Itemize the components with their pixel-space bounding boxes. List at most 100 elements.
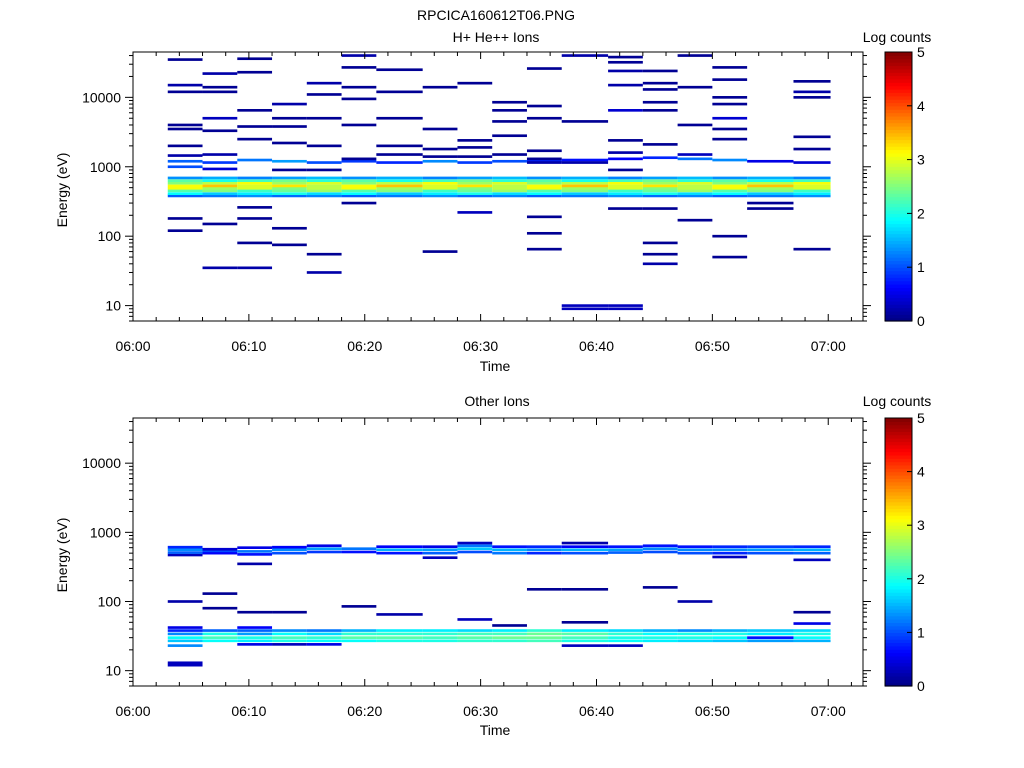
heatmap-cell	[237, 639, 273, 643]
heatmap-cell	[492, 181, 527, 185]
colorbar-segment	[885, 284, 912, 288]
heatmap-cell	[492, 551, 527, 555]
heatmap-cell	[526, 231, 562, 235]
heatmap-cell	[376, 184, 423, 188]
heatmap-cell	[422, 85, 458, 89]
heatmap-cell	[237, 194, 273, 198]
heatmap-cell	[457, 618, 493, 621]
colorbar-segment	[885, 441, 912, 446]
colorbar-segment	[885, 95, 912, 100]
heatmap-cell	[642, 544, 678, 548]
heatmap-cell	[272, 168, 307, 172]
figure-title: RPCICA160612T06.PNG	[417, 7, 575, 23]
heatmap-cell	[422, 639, 458, 643]
heatmap-cell	[793, 186, 831, 190]
heatmap-cell	[712, 548, 748, 552]
heatmap-cell	[376, 194, 423, 198]
y-tick-label: 100	[98, 593, 122, 609]
colorbar-segment	[885, 240, 912, 245]
colorbar-segment	[885, 159, 912, 164]
colorbar-segment	[885, 307, 912, 312]
colorbar-segment	[885, 129, 912, 134]
colorbar-segment	[885, 642, 912, 647]
heatmap-cell	[167, 553, 203, 557]
heatmap-cell	[272, 102, 307, 106]
heatmap-cell	[306, 186, 342, 190]
heatmap-cell	[237, 158, 273, 162]
colorbar-segment	[885, 260, 912, 265]
colorbar-segment	[885, 468, 912, 473]
heatmap-cell	[608, 548, 643, 552]
heatmap-cell	[457, 192, 493, 195]
heatmap-cell	[608, 60, 643, 64]
heatmap-cell	[608, 168, 643, 172]
colorbar-segment	[885, 558, 912, 563]
colorbar: 0 1 2 3 4 5	[884, 410, 925, 694]
colorbar-segment	[885, 665, 912, 670]
heatmap-cell	[202, 192, 238, 195]
heatmap-cell	[422, 147, 458, 151]
heatmap-cells	[167, 54, 831, 311]
heatmap-cell	[712, 179, 748, 183]
colorbar-segment	[885, 578, 912, 583]
heatmap-cell	[677, 186, 713, 190]
heatmap-cell	[422, 551, 458, 555]
colorbar-segment	[885, 55, 912, 60]
heatmap-cell	[793, 90, 831, 94]
heatmap-cell	[642, 184, 678, 188]
heatmap-cell	[457, 550, 493, 554]
heatmap-cell	[712, 181, 748, 185]
heatmap-cell	[167, 229, 203, 233]
heatmap-cell	[561, 184, 609, 188]
heatmap-cell	[561, 186, 609, 190]
colorbar-segment	[885, 565, 912, 570]
heatmap-cell	[793, 179, 831, 183]
heatmap-cell	[376, 639, 423, 643]
heatmap-cell	[167, 192, 203, 195]
colorbar-segment	[885, 572, 912, 577]
heatmap-cell	[492, 100, 527, 104]
colorbar-segment	[885, 629, 912, 633]
heatmap-cell	[167, 189, 203, 193]
heatmap-cell	[642, 143, 678, 146]
colorbar-segment	[885, 518, 912, 523]
colorbar-segment	[885, 210, 912, 214]
x-tick-label: 06:20	[347, 703, 382, 719]
heatmap-cell	[526, 192, 562, 195]
colorbar-segment	[885, 505, 912, 510]
heatmap-cell	[167, 176, 203, 180]
colorbar-segment	[885, 538, 912, 543]
heatmap-cell	[167, 83, 203, 87]
heatmap-cell	[341, 66, 377, 69]
heatmap-cell	[747, 179, 794, 183]
heatmap-cell	[526, 161, 562, 164]
heatmap-cell	[526, 157, 562, 161]
heatmap-cell	[526, 184, 562, 188]
heatmap-cell	[422, 181, 458, 185]
heatmap-cell	[167, 632, 203, 636]
colorbar-segment	[885, 213, 912, 218]
heatmap-cell	[793, 192, 831, 195]
heatmap-cell	[677, 551, 713, 555]
colorbar-segment	[885, 176, 912, 181]
colorbar-label: Log counts	[863, 393, 932, 409]
colorbar-tick-label: 2	[917, 571, 925, 587]
colorbar-segment	[885, 421, 912, 426]
colorbar-segment	[885, 223, 912, 228]
heatmap-cell	[747, 186, 794, 190]
x-tick-label: 06:20	[347, 338, 382, 354]
heatmap-cell	[561, 548, 609, 552]
heatmap-cell	[341, 85, 377, 89]
heatmap-cell	[712, 186, 748, 190]
heatmap-cell	[306, 181, 342, 185]
heatmap-cell	[202, 222, 238, 226]
heatmap-cell	[608, 304, 643, 307]
heatmap-cell	[202, 266, 238, 270]
heatmap-cell	[422, 179, 458, 183]
colorbar-tick-label: 4	[917, 98, 925, 114]
colorbar-segment	[885, 444, 912, 449]
colorbar-segment	[885, 136, 912, 141]
heatmap-cell	[561, 161, 609, 164]
heatmap-cell	[677, 600, 713, 603]
heatmap-cell	[608, 192, 643, 195]
